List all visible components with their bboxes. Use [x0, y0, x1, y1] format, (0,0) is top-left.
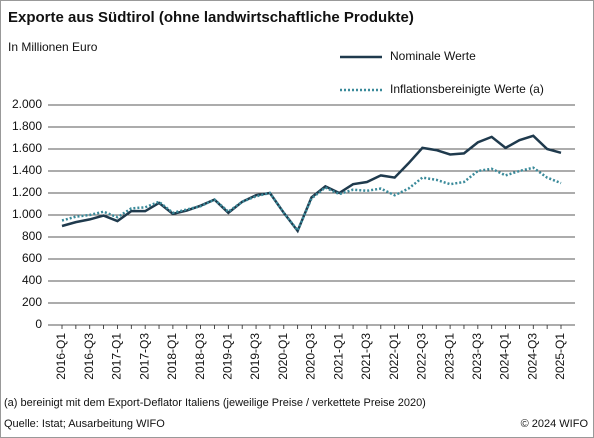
legend-label: Nominale Werte [390, 49, 476, 63]
y-tick-label: 0 [35, 317, 42, 331]
x-tick-label: 2019-Q1 [221, 333, 235, 380]
x-tick-label: 2020-Q3 [304, 333, 318, 380]
copyright: © 2024 WIFO [521, 418, 589, 430]
x-tick-label: 2025-Q1 [553, 333, 567, 380]
series-line [61, 134, 562, 234]
chart-title: Exporte aus Südtirol (ohne landwirtschaf… [8, 9, 414, 26]
y-tick-label: 1.200 [12, 185, 42, 199]
y-tick-label: 1.600 [12, 141, 42, 155]
y-tick-label: 1.000 [12, 207, 42, 221]
footnote: (a) bereinigt mit dem Export-Deflator It… [4, 397, 426, 409]
y-tick-label: 600 [22, 251, 42, 265]
legend-label: Inflationsbereinigte Werte (a) [390, 82, 544, 96]
x-tick-label: 2022-Q3 [415, 333, 429, 380]
x-tick-label: 2023-Q1 [442, 333, 456, 380]
x-tick-label: 2021-Q3 [359, 333, 373, 380]
x-tick-label: 2023-Q3 [470, 333, 484, 380]
x-tick-label: 2018-Q1 [165, 333, 179, 380]
y-tick-label: 400 [22, 273, 42, 287]
x-tick-label: 2021-Q1 [331, 333, 345, 380]
y-tick-label: 200 [22, 295, 42, 309]
x-tick-label: 2016-Q3 [82, 333, 96, 380]
x-tick-label: 2019-Q3 [248, 333, 262, 380]
x-tick-label: 2024-Q3 [525, 333, 539, 380]
y-tick-label: 1.400 [12, 163, 42, 177]
chart-subtitle: In Millionen Euro [8, 40, 98, 54]
x-tick-label: 2022-Q1 [387, 333, 401, 380]
x-tick-label: 2024-Q1 [498, 333, 512, 380]
x-tick-label: 2018-Q3 [193, 333, 207, 380]
x-tick-label: 2017-Q3 [137, 333, 151, 380]
x-tick-label: 2016-Q1 [54, 333, 68, 380]
x-tick-label: 2017-Q1 [110, 333, 124, 380]
source: Quelle: Istat; Ausarbeitung WIFO [4, 418, 165, 430]
y-tick-label: 800 [22, 229, 42, 243]
y-tick-label: 2.000 [12, 97, 42, 111]
x-tick-label: 2020-Q1 [276, 333, 290, 380]
y-tick-label: 1.800 [12, 119, 42, 133]
